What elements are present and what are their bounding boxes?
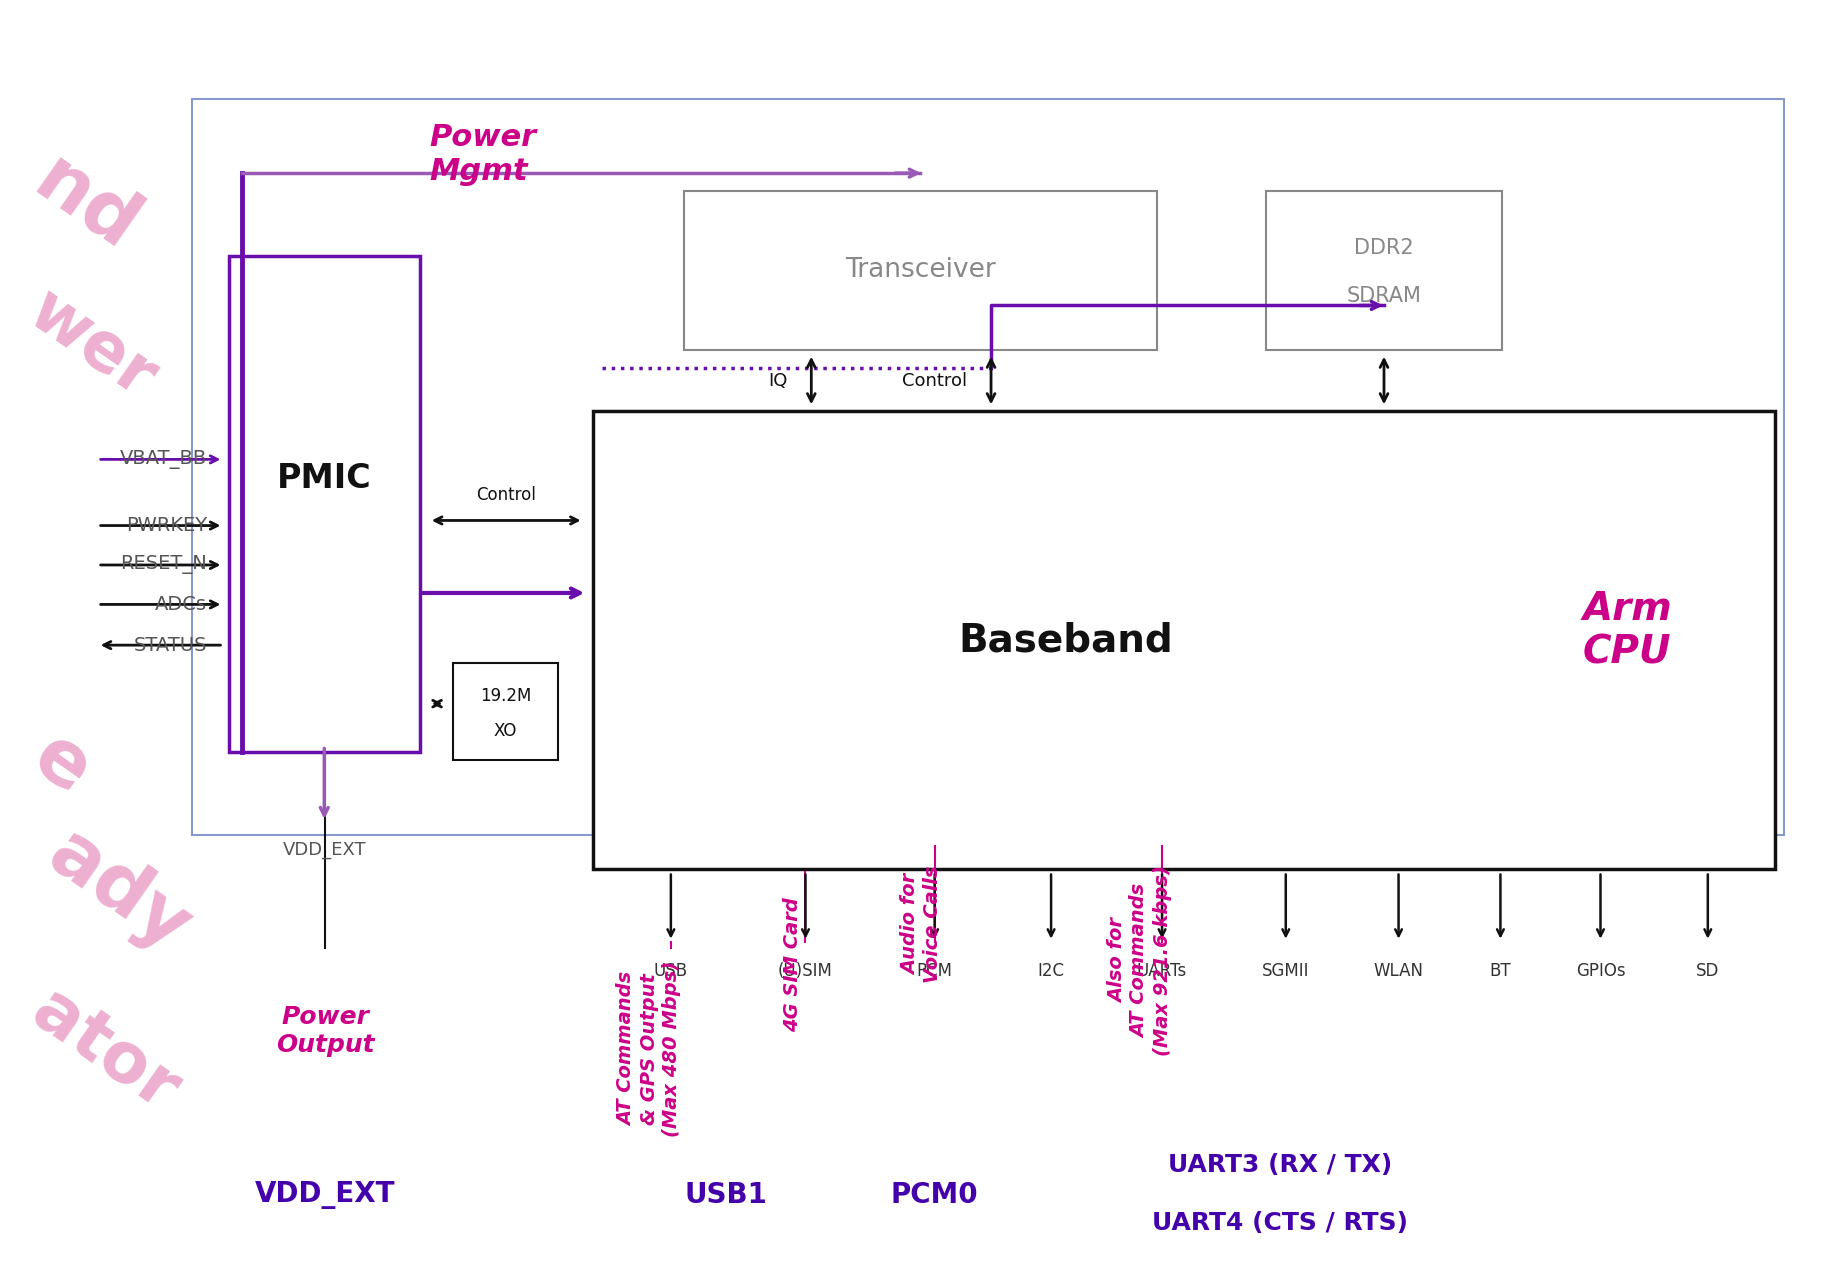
Text: Power
Mgmt: Power Mgmt <box>428 124 536 186</box>
Text: UART4 (CTS / RTS): UART4 (CTS / RTS) <box>1152 1211 1408 1234</box>
Text: Baseband: Baseband <box>958 621 1173 659</box>
Text: VDD_EXT: VDD_EXT <box>282 842 366 859</box>
Text: ady: ady <box>35 816 204 968</box>
Text: ADCs: ADCs <box>155 595 208 615</box>
Text: 4G SIM Card: 4G SIM Card <box>783 898 802 1031</box>
Text: AT Commands
& GPS Output
(Max 480 Mbps): AT Commands & GPS Output (Max 480 Mbps) <box>618 960 681 1137</box>
Text: Transceiver: Transceiver <box>845 258 995 283</box>
Text: Audio for
Voice Calls: Audio for Voice Calls <box>902 866 942 983</box>
Text: I2C: I2C <box>1037 961 1064 980</box>
Text: USB: USB <box>654 961 689 980</box>
Text: USB1: USB1 <box>683 1181 767 1209</box>
Text: Power
Output: Power Output <box>275 1005 375 1057</box>
Text: Arm
CPU: Arm CPU <box>1583 590 1673 672</box>
Text: GPIOs: GPIOs <box>1576 961 1625 980</box>
Text: Also for
AT Commands
(Max 921.6 kbps): Also for AT Commands (Max 921.6 kbps) <box>1110 866 1172 1056</box>
Text: UART3 (RX / TX): UART3 (RX / TX) <box>1168 1154 1392 1178</box>
Text: BT: BT <box>1490 961 1510 980</box>
Text: SD: SD <box>1696 961 1720 980</box>
Text: WLAN: WLAN <box>1374 961 1423 980</box>
FancyBboxPatch shape <box>1266 191 1503 349</box>
FancyBboxPatch shape <box>452 663 558 760</box>
Text: RESET_N: RESET_N <box>120 556 208 575</box>
Text: ator: ator <box>20 977 191 1125</box>
Text: (U)SIM: (U)SIM <box>778 961 833 980</box>
Text: wer: wer <box>16 278 168 412</box>
Text: 19.2M: 19.2M <box>479 687 530 705</box>
Text: Control: Control <box>476 486 536 504</box>
Text: VDD_EXT: VDD_EXT <box>255 1181 395 1209</box>
Text: XO: XO <box>494 722 517 740</box>
Text: IQ: IQ <box>769 371 787 389</box>
Text: VBAT_BB: VBAT_BB <box>120 450 208 469</box>
Text: PCM0: PCM0 <box>891 1181 978 1209</box>
Text: PMIC: PMIC <box>277 462 372 495</box>
FancyBboxPatch shape <box>683 191 1157 349</box>
Text: UARTs: UARTs <box>1137 961 1188 980</box>
FancyBboxPatch shape <box>592 411 1775 870</box>
FancyBboxPatch shape <box>230 256 419 752</box>
Text: STATUS: STATUS <box>133 636 208 654</box>
Text: Control: Control <box>902 371 967 389</box>
Text: e: e <box>20 719 104 810</box>
Text: SDRAM: SDRAM <box>1346 286 1421 306</box>
Text: SGMII: SGMII <box>1263 961 1310 980</box>
Text: PWRKEY: PWRKEY <box>126 516 208 536</box>
Text: DDR2: DDR2 <box>1354 238 1414 259</box>
Text: PCM: PCM <box>916 961 953 980</box>
Text: nd: nd <box>20 143 151 266</box>
